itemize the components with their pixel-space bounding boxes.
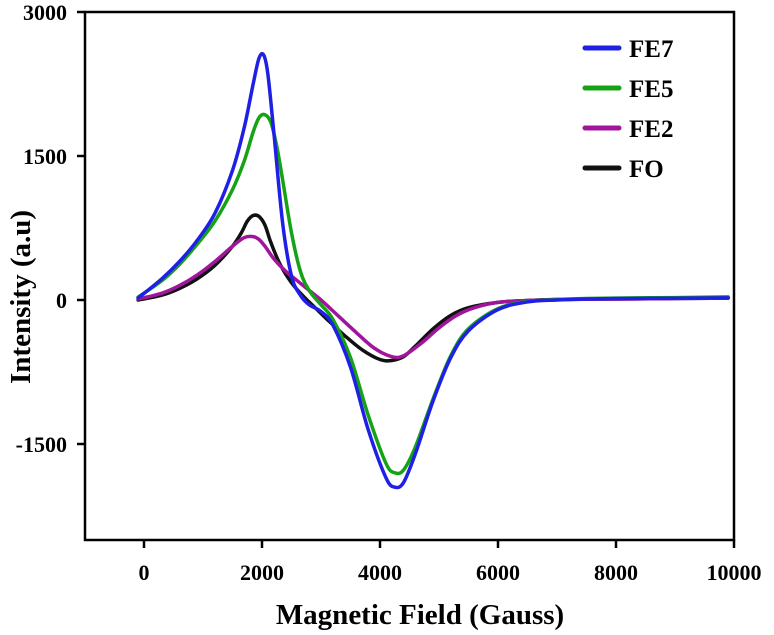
- x-tick-label: 0: [139, 560, 150, 585]
- series-line-fe2: [136, 234, 730, 360]
- y-axis-title: Intensity (a.u): [5, 210, 37, 384]
- legend-label-fe5: FE5: [629, 76, 673, 103]
- series-line-fo: [136, 213, 730, 363]
- x-axis-title: Magnetic Field (Gauss): [276, 599, 564, 631]
- legend-label-fe7: FE7: [629, 36, 673, 63]
- legend-label-fe2: FE2: [629, 116, 673, 143]
- y-tick-label: -1500: [16, 432, 67, 457]
- legend: FE7 FE5 FE2 FO: [582, 36, 673, 183]
- x-tick-label: 10000: [707, 560, 762, 585]
- x-tick-label: 8000: [594, 560, 638, 585]
- x-tick-label: 4000: [358, 560, 402, 585]
- y-tick-label: 3000: [23, 0, 67, 25]
- legend-label-fo: FO: [629, 156, 664, 183]
- x-tick-label: 2000: [240, 560, 284, 585]
- y-tick-label: 0: [56, 288, 67, 313]
- axes: 0 2000 4000 6000 8000 10000 -1500 0 1500 3000: [16, 0, 762, 585]
- y-tick-label: 1500: [23, 144, 67, 169]
- plot-area: [136, 51, 730, 490]
- series-line-fe7: [136, 51, 730, 490]
- plot-frame: [83, 10, 736, 542]
- x-tick-label: 6000: [476, 560, 520, 585]
